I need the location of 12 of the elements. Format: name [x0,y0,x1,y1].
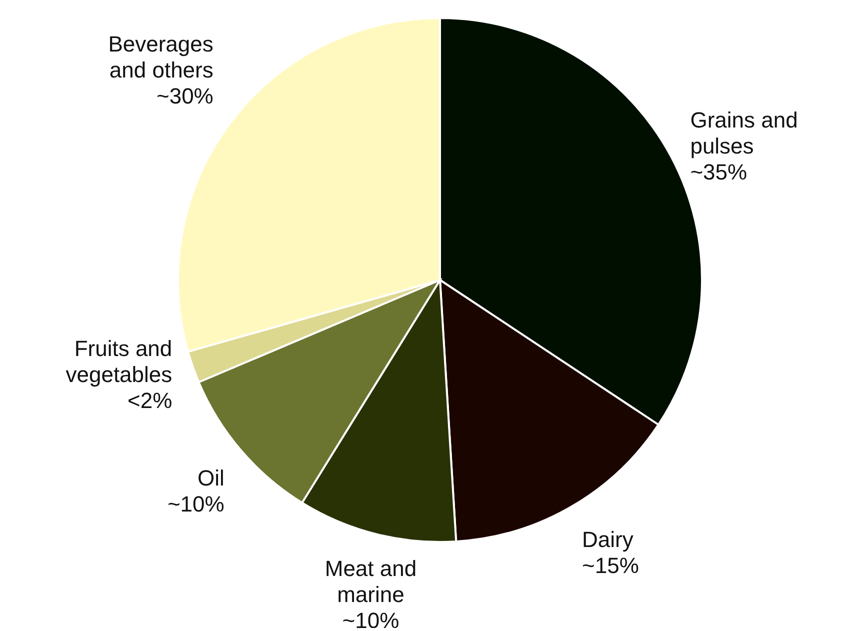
data-label: ~35% [690,159,748,184]
data-label: ~10% [167,492,224,517]
slice-label: Beverages and others [108,32,214,83]
slice-label: Oil [197,466,224,491]
data-label: <2% [127,388,172,414]
slice-label: Meat and marine [324,556,417,608]
slice-label: Fruits and vegetables [66,336,172,388]
slice-label: Dairy [582,526,634,552]
data-label: ~10% [342,608,400,631]
data-label: ~30% [156,84,214,109]
slice-label: Grains and pulses [690,107,798,158]
data-label: ~15% [582,552,639,578]
